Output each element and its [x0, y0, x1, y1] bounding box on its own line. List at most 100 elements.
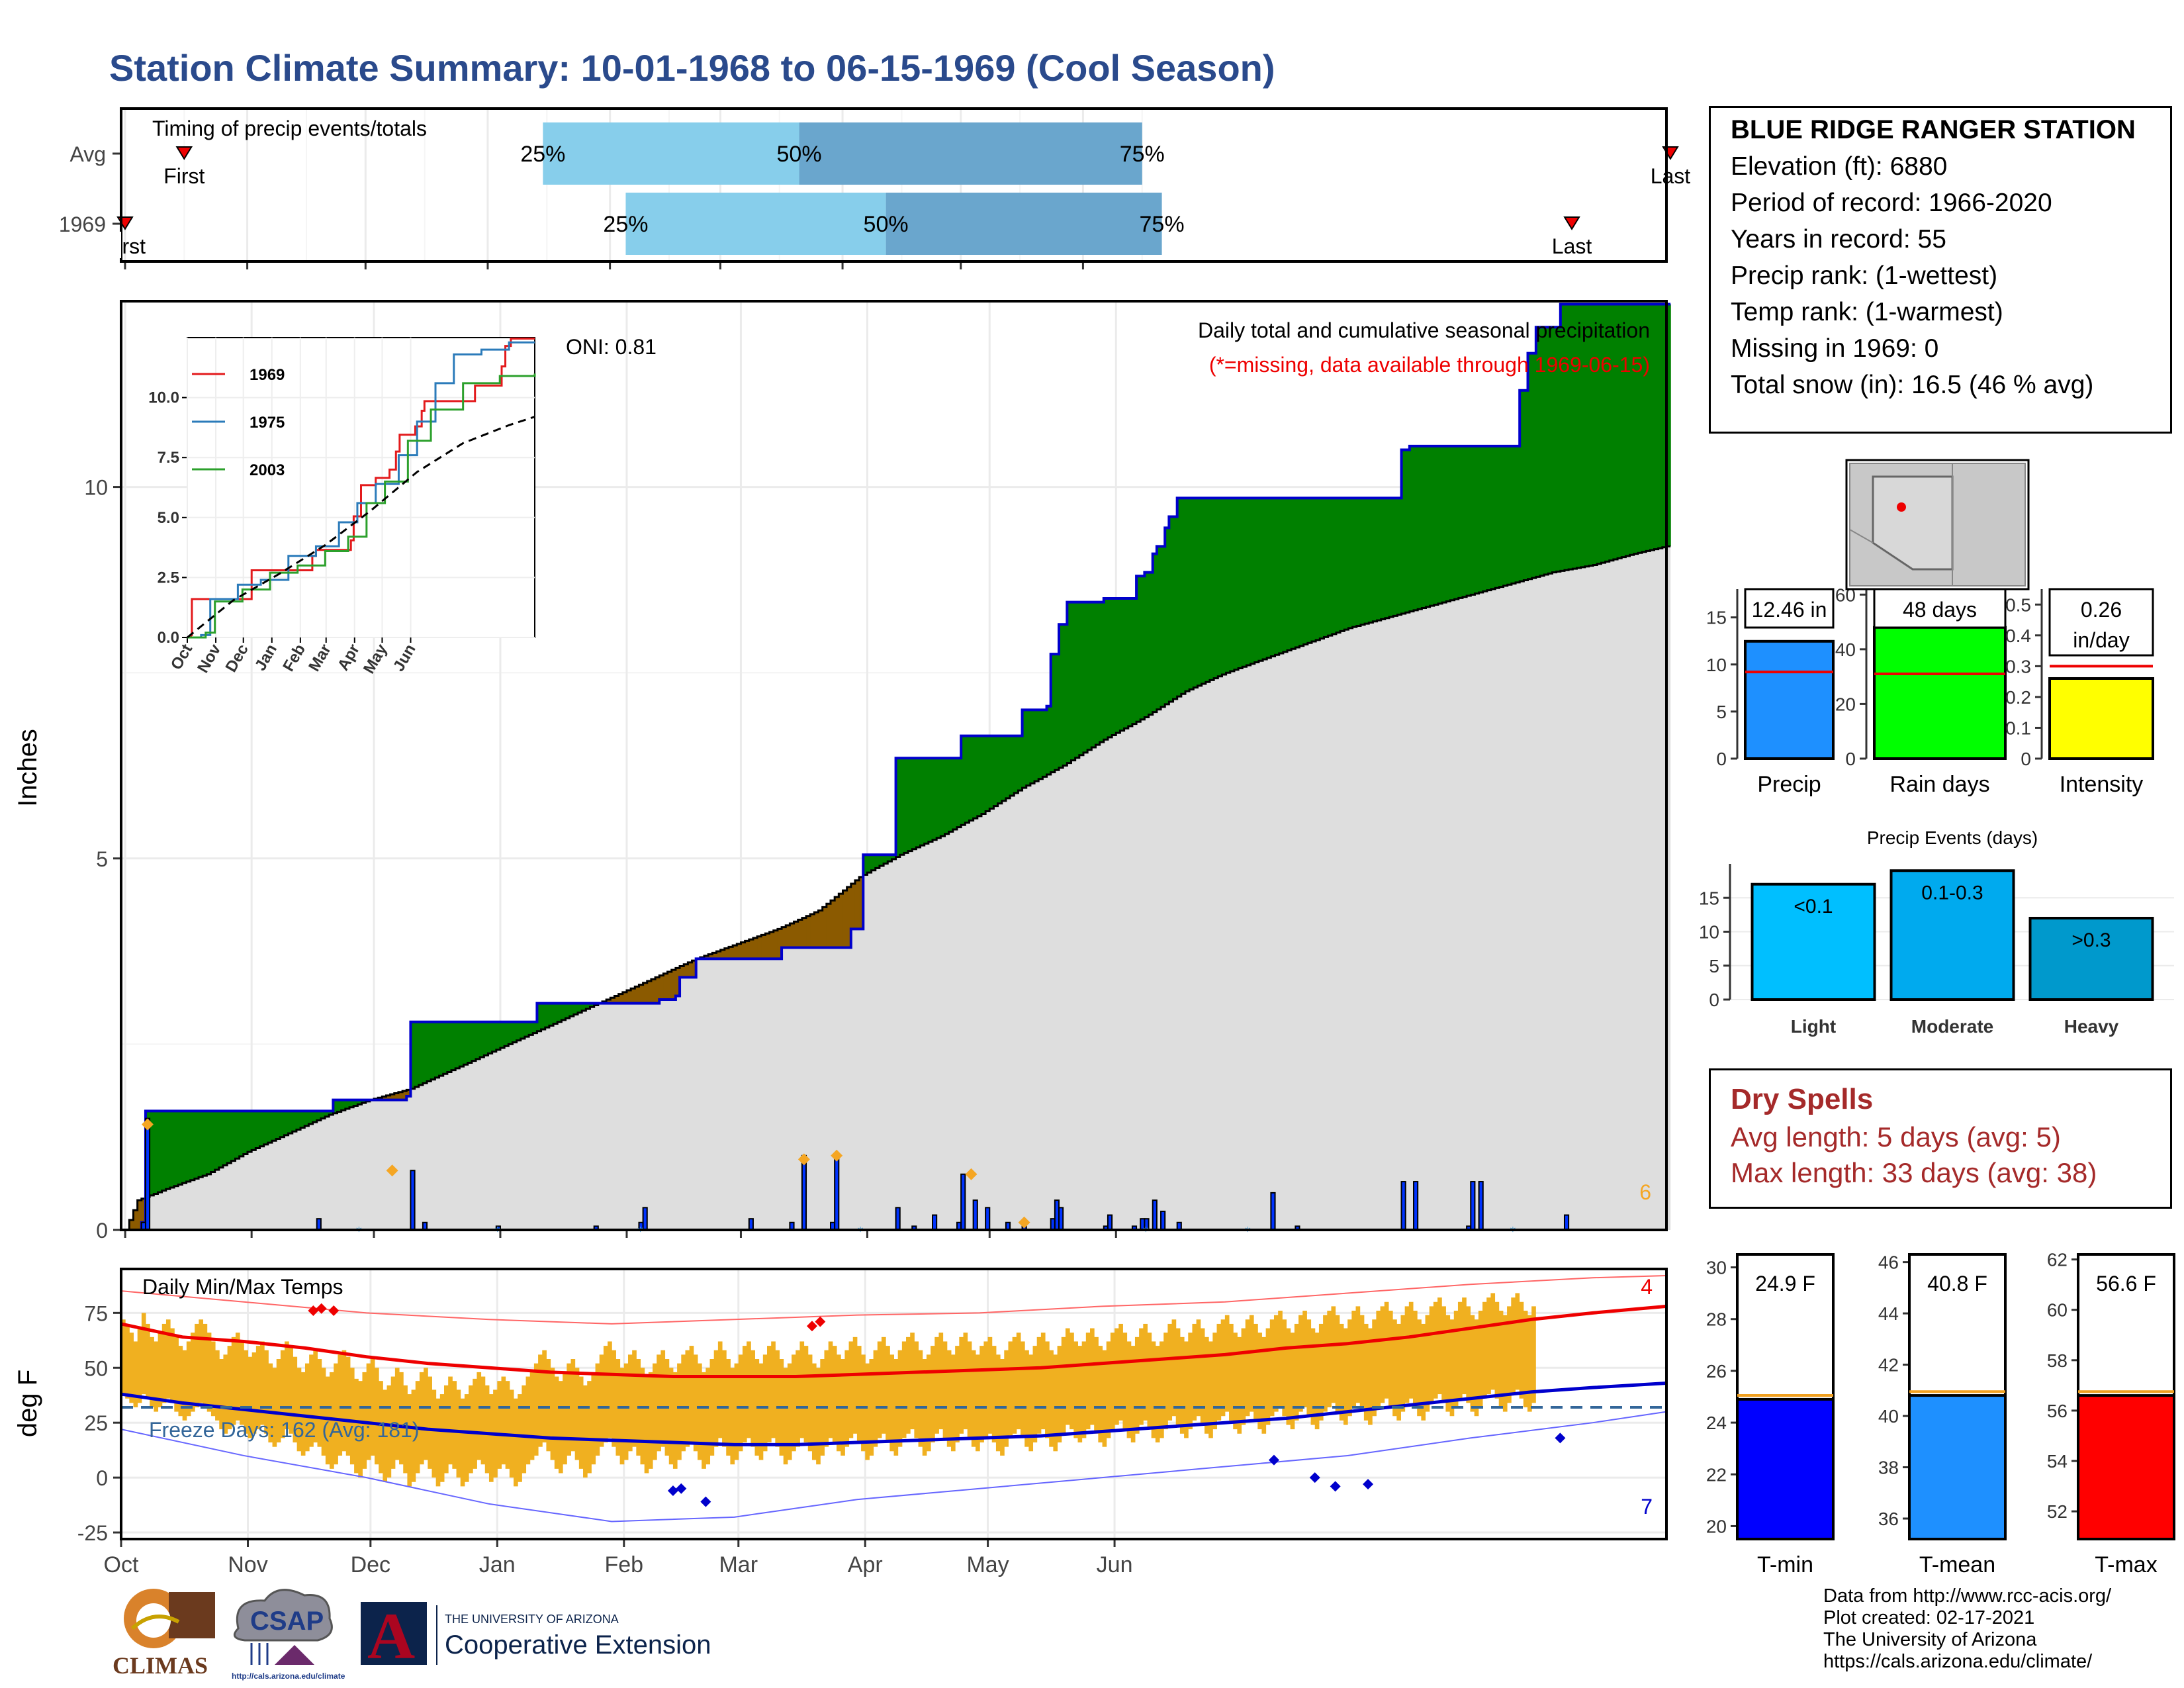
daily-temp-bar	[432, 1389, 437, 1478]
daily-temp-bar	[349, 1368, 355, 1465]
surplus-area	[1022, 710, 1027, 788]
surplus-area	[1569, 304, 1573, 570]
daily-temp-bar	[240, 1341, 244, 1425]
timing-percentile-label: 25%	[520, 142, 565, 167]
surplus-area	[1580, 304, 1586, 567]
daily-precip-bar	[1413, 1181, 1419, 1231]
daily-temp-bar	[1482, 1301, 1487, 1399]
daily-temp-bar	[518, 1394, 522, 1482]
surplus-area	[150, 1111, 154, 1196]
surplus-area	[1189, 498, 1194, 690]
timing-bar-25-50	[543, 122, 799, 185]
daily-temp-bar	[1224, 1315, 1230, 1412]
inset-legend-label-1975: 1975	[250, 414, 285, 432]
daily-temp-bar	[529, 1372, 535, 1460]
daily-temp-bar	[219, 1359, 224, 1430]
daily-temp-bar	[914, 1341, 919, 1438]
deficit-area	[129, 1220, 134, 1230]
season-bar-value-box	[2048, 588, 2154, 657]
deficit-area	[765, 933, 770, 959]
surplus-area	[329, 1111, 334, 1115]
daily-temp-bar	[1151, 1341, 1156, 1438]
deficit-area	[647, 980, 652, 1004]
precip-events-bar-label: <0.1	[1794, 896, 1833, 917]
daily-temp-bar	[837, 1354, 841, 1452]
daily-temp-bar	[203, 1323, 208, 1407]
season-bar-intensity	[2048, 677, 2154, 760]
snow-marker	[141, 1118, 154, 1131]
surplus-area	[891, 855, 897, 859]
surplus-area	[1193, 498, 1199, 688]
deficit-area	[794, 921, 799, 948]
season-bar-rain-days	[1873, 626, 2007, 760]
daily-temp-bar	[976, 1354, 980, 1452]
surplus-area	[1527, 353, 1533, 579]
daily-temp-bar	[419, 1372, 424, 1465]
daily-temp-bar	[550, 1368, 555, 1460]
deficit-area	[402, 1091, 407, 1100]
record-low-marker	[1555, 1432, 1566, 1444]
deficit-area	[741, 942, 746, 959]
daily-temp-bar	[1110, 1333, 1115, 1430]
surplus-area	[308, 1111, 314, 1125]
daily-temp-bar	[1531, 1306, 1536, 1403]
daily-temp-bar	[681, 1354, 686, 1452]
surplus-area	[1230, 498, 1235, 671]
deficit-area	[684, 964, 688, 978]
daily-temp-bar	[918, 1350, 923, 1447]
surplus-area	[582, 1003, 586, 1011]
record-low-marker	[1268, 1454, 1279, 1466]
surplus-area	[414, 1021, 420, 1087]
daily-temp-bar	[796, 1350, 800, 1447]
daily-temp-bar	[1081, 1341, 1087, 1438]
deficit-area	[818, 910, 823, 948]
surplus-area	[549, 1003, 554, 1026]
daily-temp-bar	[644, 1376, 649, 1474]
daily-temp-bar	[1090, 1328, 1095, 1425]
surplus-area	[251, 1111, 256, 1150]
surplus-area	[304, 1111, 310, 1126]
daily-precip-bar	[972, 1199, 978, 1231]
daily-temp-bar	[150, 1336, 154, 1407]
daily-temp-bar	[931, 1346, 935, 1443]
daily-temp-bar	[464, 1394, 469, 1482]
temps-y-tick-label: 75	[84, 1301, 108, 1325]
surplus-area	[471, 1021, 477, 1061]
daily-temp-bar	[1106, 1341, 1111, 1438]
deficit-area	[133, 1210, 138, 1230]
surplus-area	[1340, 498, 1345, 632]
temp-bar-value-label: 24.9 F	[1755, 1272, 1815, 1295]
surplus-area	[353, 1100, 358, 1106]
snowflake-marker: *	[858, 1225, 864, 1239]
daily-temp-bar	[199, 1319, 204, 1403]
surplus-area	[1531, 353, 1537, 579]
daily-temp-bar	[828, 1341, 833, 1438]
daily-temp-bar	[1147, 1333, 1152, 1430]
surplus-area	[1034, 710, 1039, 782]
surplus-area	[928, 758, 933, 842]
daily-temp-bar	[1024, 1350, 1029, 1447]
daily-temp-bar	[1302, 1311, 1307, 1407]
daily-temp-bar	[383, 1389, 388, 1482]
surplus-area	[1393, 498, 1398, 616]
daily-temp-bar	[1053, 1354, 1058, 1452]
surplus-area	[1495, 445, 1500, 588]
daily-temp-bar	[260, 1341, 265, 1425]
station-missing: Missing in 1969: 0	[1731, 334, 1939, 363]
daily-precip-bar	[316, 1218, 322, 1231]
season-bar-value-label: 12.46 in	[1752, 598, 1827, 622]
daily-temp-bar	[182, 1350, 187, 1421]
deficit-area	[659, 975, 664, 1000]
daily-temp-bar	[950, 1354, 956, 1452]
surplus-area	[259, 1111, 265, 1147]
daily-temp-bar	[991, 1346, 997, 1443]
deficit-area	[720, 949, 725, 959]
surplus-area	[1050, 654, 1056, 773]
timing-panel-title: Timing of precip events/totals	[152, 117, 427, 140]
daily-temp-bar	[1233, 1333, 1238, 1430]
surplus-area	[952, 758, 958, 830]
daily-temp-bar	[1392, 1319, 1397, 1417]
temp-bar-label: T-max	[2095, 1552, 2157, 1577]
daily-temp-bar	[995, 1354, 1001, 1452]
ua-logo-line2: Cooperative Extension	[445, 1630, 711, 1660]
